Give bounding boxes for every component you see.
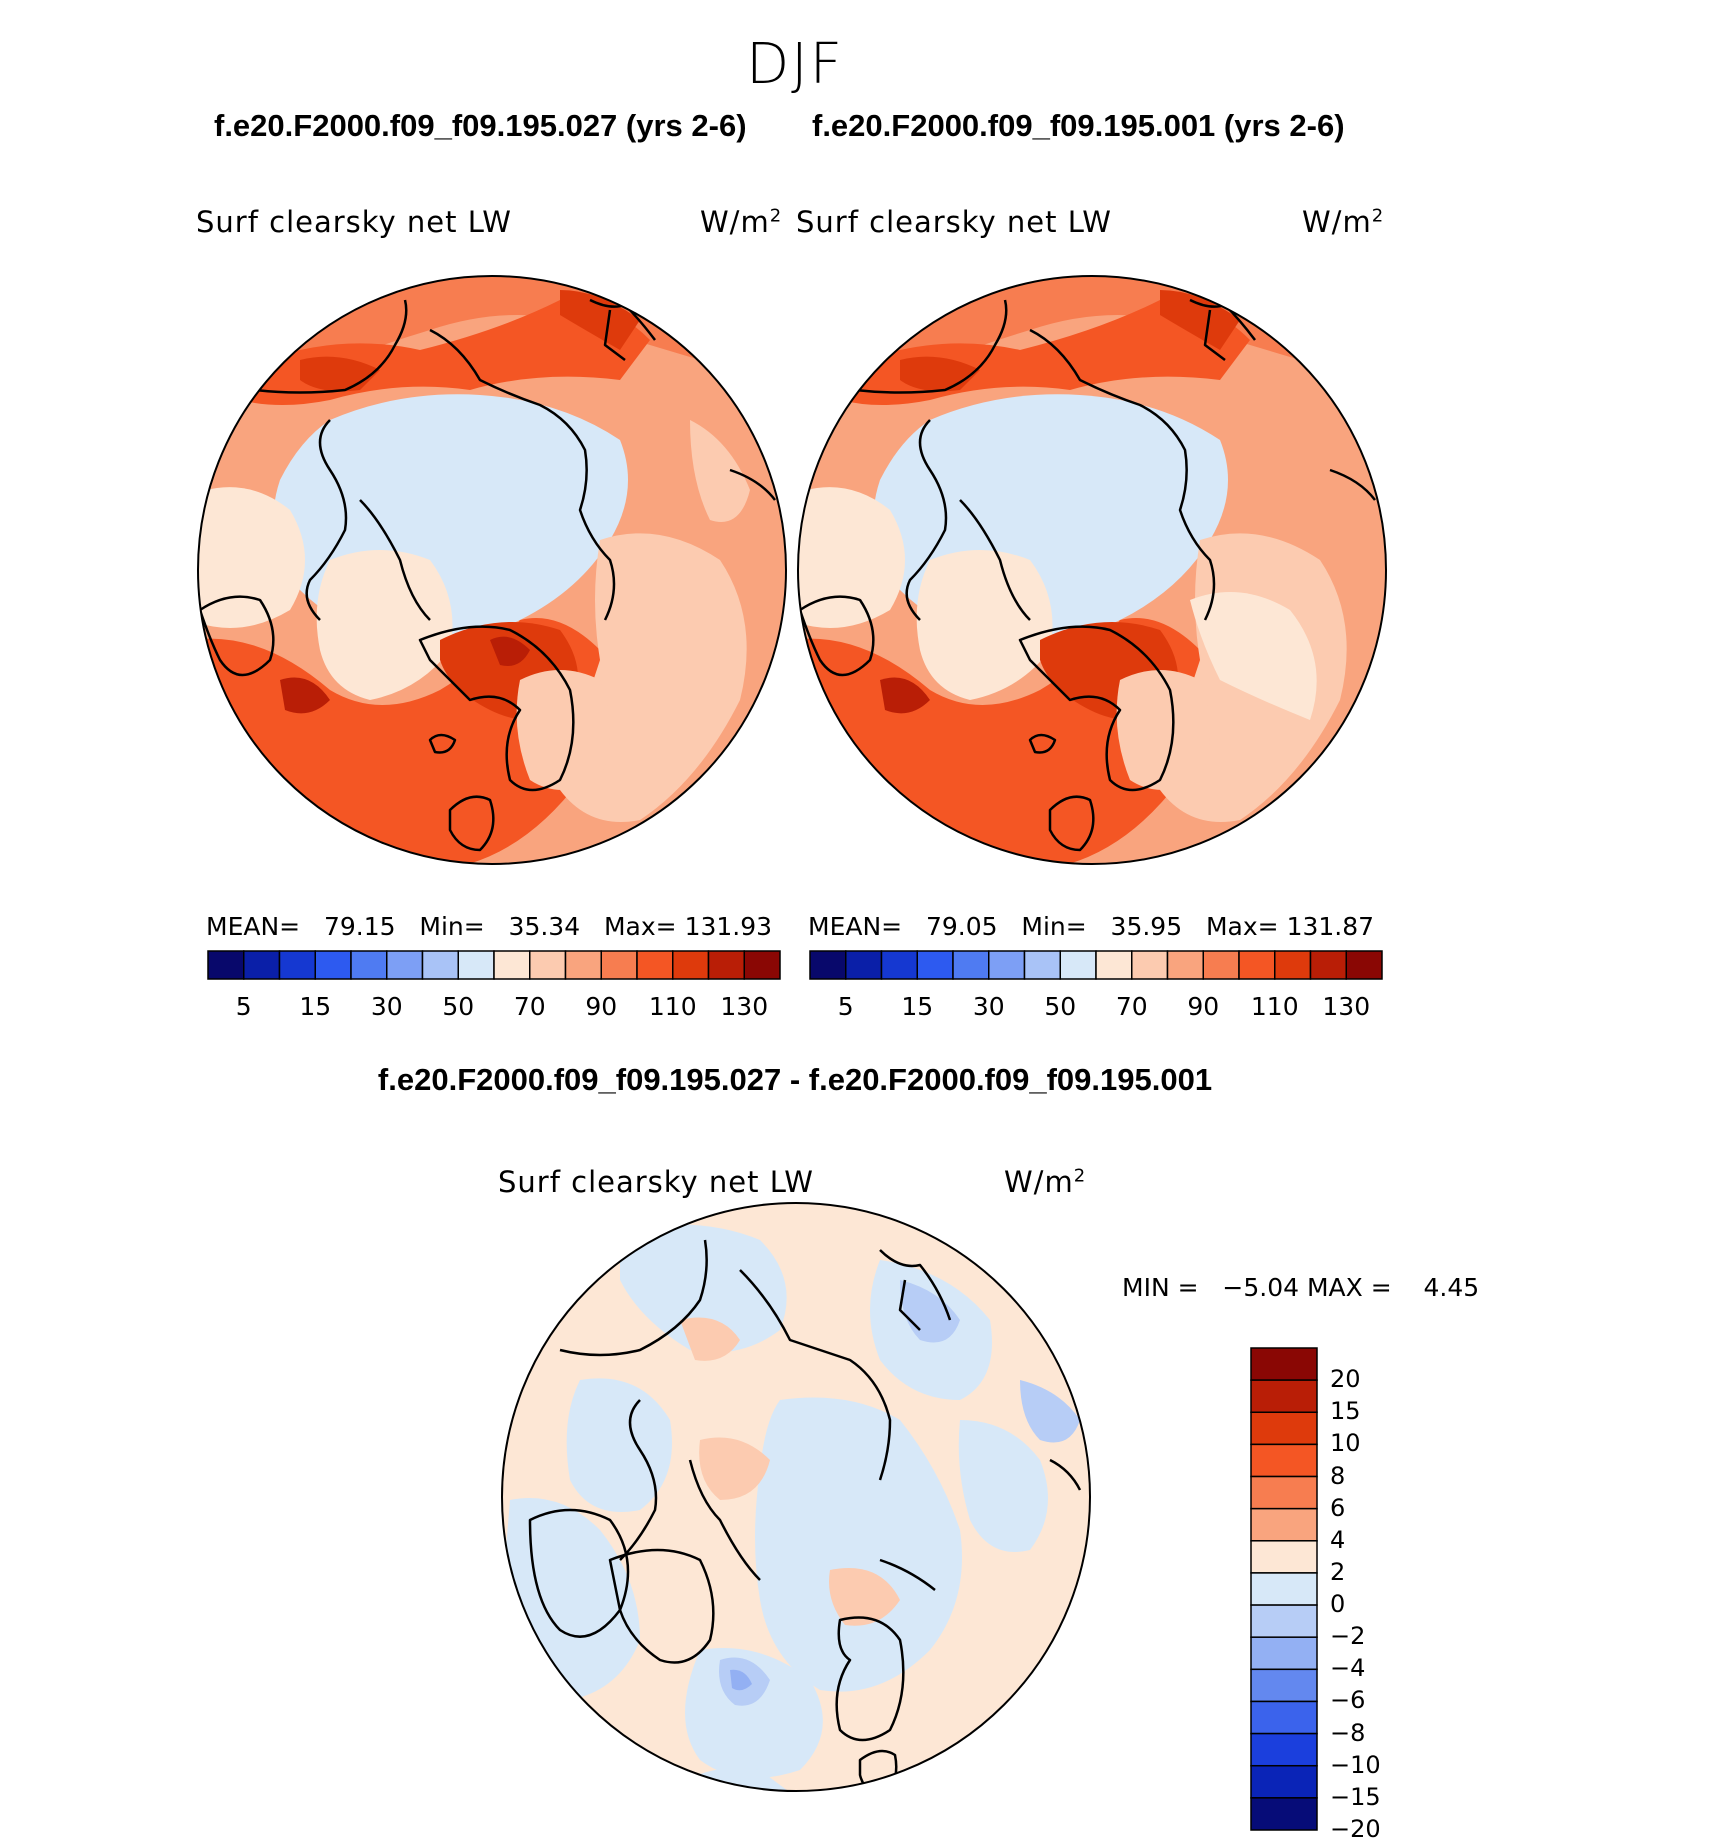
colorbar-swatch [1059,950,1097,980]
colorbar-swatch [1095,950,1133,980]
colorbar-tick-label: 15 [901,992,934,1021]
difference-minmax: MIN = −5.04 MAX = 4.45 [1122,1273,1480,1302]
colorbar-swatch [809,950,847,980]
colorbar-swatch [350,950,388,980]
map-left [198,276,786,864]
colorbar-tick-label: −2 [1330,1622,1366,1651]
colorbar-tick-label: −4 [1330,1654,1366,1683]
colorbar-tick-label: 30 [370,992,403,1021]
colorbar-tick-label: −10 [1330,1750,1381,1779]
colorbar-swatch [1250,1475,1318,1510]
colorbar-swatch [1250,1572,1318,1606]
colorbar-tick-label: 0 [1330,1590,1346,1619]
panel-right-units: W/m2 [1302,205,1385,239]
colorbar-swatch [314,950,352,980]
colorbar-swatch [386,950,424,980]
colorbar-tick-label: 130 [1322,992,1371,1021]
colorbar-swatch [564,950,602,980]
colorbar-swatch [916,950,954,980]
colorbar-tick-label: 90 [1187,992,1220,1021]
colorbar-swatch [636,950,674,980]
colorbar-swatch [1250,1443,1318,1478]
panel-left-units: W/m2 [700,205,783,239]
colorbar-tick-label: 2 [1330,1557,1346,1586]
colorbar-swatch [988,950,1026,980]
colorbar-tick-label: −6 [1330,1686,1366,1715]
colorbar-difference [1250,1347,1318,1831]
difference-variable: Surf clearsky net LW [498,1165,814,1199]
colorbar-swatch [1238,950,1276,980]
colorbar-swatch [1345,950,1383,980]
colorbar-swatch [1023,950,1061,980]
colorbar-swatch [1250,1764,1318,1799]
colorbar-swatch [529,950,567,980]
colorbar-swatch [1250,1379,1318,1414]
season-title: DJF [746,32,844,97]
colorbar-swatch [1250,1347,1318,1381]
colorbar-tick-label: 15 [299,992,332,1021]
colorbar-swatch [1250,1797,1318,1831]
colorbar-tick-label: 110 [648,992,697,1021]
colorbar-swatch [743,950,781,980]
colorbar-swatch [1250,1411,1318,1446]
colorbar-swatch [1166,950,1204,980]
colorbar-swatch [672,950,710,980]
colorbar-tick-label: 50 [1044,992,1077,1021]
colorbar-swatch [1250,1507,1318,1542]
colorbar-tick-label: 70 [513,992,546,1021]
colorbar-tick-label: 5 [235,992,252,1021]
colorbar-swatch [493,950,531,980]
colorbar-tick-label: 8 [1330,1461,1346,1490]
colorbar-right [809,950,1383,980]
colorbar-tick-label: 4 [1330,1525,1346,1554]
colorbar-swatch [457,950,495,980]
colorbar-swatch [1250,1540,1318,1574]
colorbar-tick-label: 15 [1330,1397,1361,1426]
colorbar-swatch [880,950,918,980]
colorbar-swatch [707,950,745,980]
difference-title: f.e20.F2000.f09_f09.195.027 - f.e20.F200… [377,1062,1213,1097]
colorbar-tick-label: 30 [972,992,1005,1021]
colorbar-swatch [1309,950,1347,980]
panel-right-stats: MEAN= 79.05 Min= 35.95 Max= 131.87 [808,912,1375,941]
colorbar-swatch [421,950,459,980]
colorbar-tick-label: 5 [837,992,854,1021]
panel-right-variable: Surf clearsky net LW [796,205,1112,239]
colorbar-swatch [1250,1636,1318,1671]
colorbar-tick-label: 6 [1330,1493,1346,1522]
colorbar-swatch [1250,1732,1318,1767]
colorbar-swatch [1274,950,1312,980]
map-right [798,276,1386,864]
colorbar-tick-label: 10 [1330,1429,1361,1458]
colorbar-swatch [1250,1668,1318,1703]
colorbar-swatch [952,950,990,980]
colorbar-swatch [1250,1700,1318,1735]
difference-units: W/m2 [1004,1165,1087,1199]
colorbar-swatch [207,950,245,980]
colorbar-tick-label: 70 [1115,992,1148,1021]
panel-left-variable: Surf clearsky net LW [196,205,512,239]
colorbar-swatch [600,950,638,980]
colorbar-tick-label: 110 [1250,992,1299,1021]
run-title-right: f.e20.F2000.f09_f09.195.001 (yrs 2-6) [812,108,1345,143]
colorbar-swatch [1131,950,1169,980]
colorbar-left [207,950,781,980]
colorbar-tick-label: 130 [720,992,769,1021]
colorbar-tick-label: 20 [1330,1365,1361,1394]
colorbar-swatch [243,950,281,980]
colorbar-tick-label: 90 [585,992,618,1021]
panel-left-stats: MEAN= 79.15 Min= 35.34 Max= 131.93 [206,912,773,941]
run-title-left: f.e20.F2000.f09_f09.195.027 (yrs 2-6) [214,108,747,143]
colorbar-swatch [845,950,883,980]
colorbar-tick-label: −20 [1330,1815,1381,1843]
colorbar-tick-label: 50 [442,992,475,1021]
colorbar-swatch [278,950,316,980]
colorbar-swatch [1250,1604,1318,1638]
colorbar-tick-label: −15 [1330,1782,1381,1811]
colorbar-tick-label: −8 [1330,1718,1366,1747]
colorbar-swatch [1202,950,1240,980]
map-difference [502,1203,1090,1791]
